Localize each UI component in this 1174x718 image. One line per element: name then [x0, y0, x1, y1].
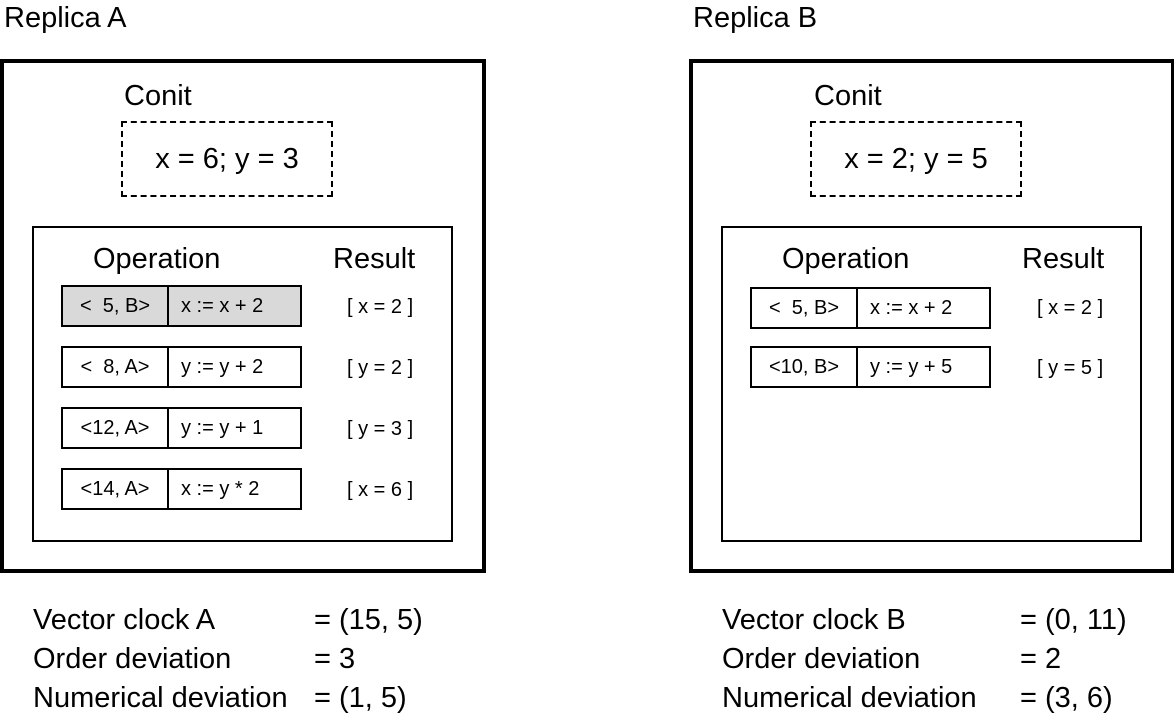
- replica-b-result-header: Result: [1022, 243, 1105, 275]
- replica-a-operation-header: Operation: [93, 243, 221, 275]
- replica-a-operations-box: [32, 226, 453, 542]
- replica-a-operation-result: [ x = 2 ]: [347, 296, 414, 318]
- replica-b-vector-clock-value: = (0, 11): [1020, 604, 1127, 636]
- replica-b-numerical-deviation-value: = (3, 6): [1020, 682, 1113, 714]
- replica-a-operation-row: <12, A> y := y + 1: [61, 407, 302, 449]
- replica-a-box: [0, 59, 486, 573]
- replica-a-operation-result: [ y = 2 ]: [347, 357, 414, 379]
- replica-a-operation-result: [ x = 6 ]: [347, 479, 414, 501]
- operation-expression: x := x + 2: [870, 296, 953, 319]
- replica-a-operation-row: < 8, A> y := y + 2: [61, 346, 302, 388]
- operation-expression: y := y + 1: [181, 416, 264, 439]
- replica-b-operation-row: <10, B> y := y + 5: [750, 346, 991, 388]
- operation-timestamp: <14, A>: [63, 470, 169, 508]
- replica-b-operation-row: < 5, B> x := x + 2: [750, 287, 991, 329]
- replica-b-operation-result: [ y = 5 ]: [1037, 357, 1104, 379]
- replica-b-operations-box: [721, 226, 1142, 542]
- operation-expression: y := y + 2: [181, 355, 264, 378]
- operation-timestamp: <10, B>: [752, 348, 858, 386]
- replica-a-numerical-deviation-value: = (1, 5): [314, 682, 407, 714]
- replica-a-numerical-deviation-label: Numerical deviation: [33, 682, 288, 714]
- replica-b-title: Replica B: [693, 2, 818, 34]
- replica-b-box: [689, 59, 1174, 573]
- replica-b-conit-label: Conit: [814, 80, 882, 112]
- replica-b-conit-value: x = 2; y = 5: [844, 142, 988, 175]
- replica-a-vector-clock-value: = (15, 5): [314, 604, 423, 636]
- replica-a-conit-box: x = 6; y = 3: [121, 121, 333, 197]
- replica-b-numerical-deviation-label: Numerical deviation: [722, 682, 977, 714]
- replica-b-order-deviation-label: Order deviation: [722, 643, 921, 675]
- replica-b-vector-clock-label: Vector clock B: [722, 604, 906, 636]
- replica-a-operation-result: [ y = 3 ]: [347, 418, 414, 440]
- operation-expression: x := x + 2: [169, 287, 300, 325]
- replica-a-title: Replica A: [4, 2, 127, 34]
- replica-b-operation-result: [ x = 2 ]: [1037, 297, 1104, 319]
- replica-a-conit-label: Conit: [124, 80, 192, 112]
- replica-a-order-deviation-label: Order deviation: [33, 643, 232, 675]
- operation-timestamp: < 5, B>: [752, 289, 858, 327]
- operation-timestamp: < 5, B>: [63, 287, 169, 325]
- operation-timestamp: <12, A>: [63, 409, 169, 447]
- replica-a-result-header: Result: [333, 243, 416, 275]
- operation-expression: x := y * 2: [181, 477, 260, 500]
- operation-timestamp: < 8, A>: [63, 348, 169, 386]
- replica-a-vector-clock-label: Vector clock A: [33, 604, 216, 636]
- replica-a-operation-row: < 5, B> x := x + 2: [61, 285, 302, 327]
- replica-b-operation-header: Operation: [782, 243, 910, 275]
- replica-a-operation-row: <14, A> x := y * 2: [61, 468, 302, 510]
- replica-b-order-deviation-value: = 2: [1020, 643, 1062, 675]
- operation-expression: y := y + 5: [870, 355, 953, 378]
- replica-a-order-deviation-value: = 3: [314, 643, 356, 675]
- replica-b-conit-box: x = 2; y = 5: [810, 121, 1022, 197]
- replica-a-conit-value: x = 6; y = 3: [155, 142, 299, 175]
